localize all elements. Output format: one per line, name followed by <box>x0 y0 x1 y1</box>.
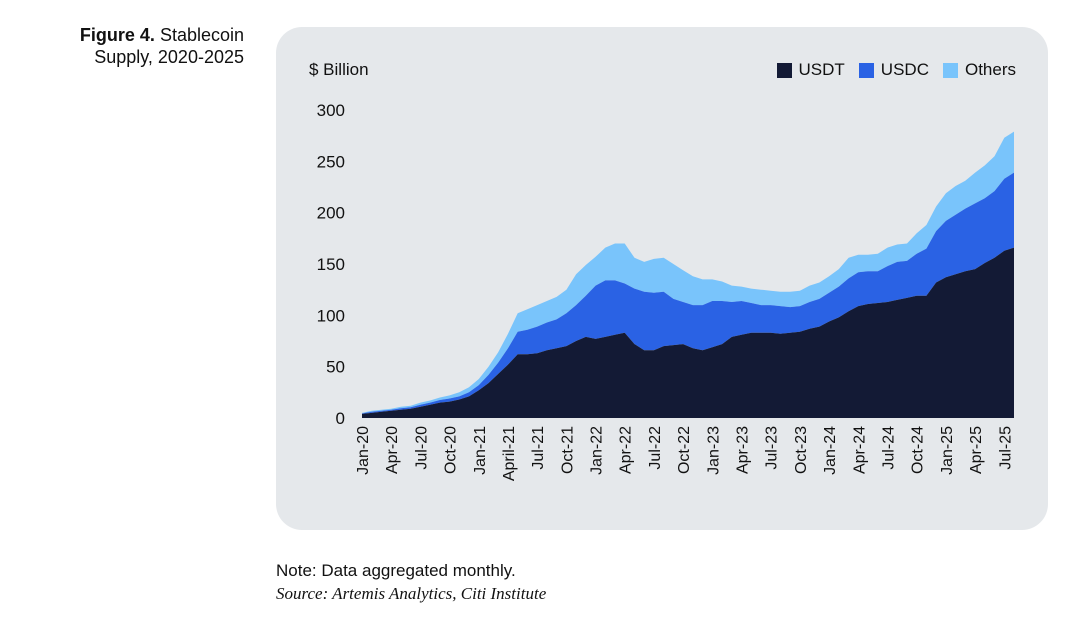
area-series-usdc <box>362 172 1014 414</box>
area-series-usdt <box>362 247 1014 418</box>
legend-swatch-others <box>942 62 958 78</box>
legend-swatch-usdc <box>858 62 874 78</box>
y-tick-label: 0 <box>336 409 345 428</box>
y-tick-label: 200 <box>317 204 345 223</box>
legend-label-others: Others <box>964 60 1016 79</box>
x-tick-label: Jul-23 <box>764 426 781 470</box>
legend-label-usdt: USDT <box>798 60 845 79</box>
y-tick-label: 250 <box>317 152 345 171</box>
y-tick-label: 50 <box>326 358 345 377</box>
legend-item-usdc: USDC <box>858 60 929 80</box>
y-tick-label: 300 <box>317 101 345 120</box>
figure-title-text: Stablecoin Supply, 2020-2025 <box>94 25 244 67</box>
chart-legend: USDT USDC Others <box>763 60 1016 80</box>
figure-title: Figure 4. Stablecoin Supply, 2020-2025 <box>22 24 244 68</box>
x-tick-label: Apr-24 <box>851 426 868 474</box>
legend-item-others: Others <box>942 60 1016 80</box>
x-tick-label: Apr-23 <box>735 426 752 474</box>
x-tick-label: Oct-20 <box>443 426 460 474</box>
stacked-area-chart: 0 50 100 150 200 250 300 Jan-20 Apr-20 Jul-20 Oct-… <box>317 101 1015 481</box>
x-tick-label: Oct-23 <box>793 426 810 474</box>
x-tick-label: Apr-22 <box>618 426 635 474</box>
x-tick-label: Jul-22 <box>647 426 664 470</box>
y-axis-unit-label: $ Billion <box>309 60 369 79</box>
x-tick-label: Apr-20 <box>384 426 401 474</box>
x-tick-label: Jul-24 <box>880 426 897 470</box>
x-tick-label: Oct-22 <box>676 426 693 474</box>
x-tick-label: Jan-23 <box>705 426 722 475</box>
legend-item-usdt: USDT <box>776 60 845 80</box>
figure-number: Figure 4. <box>79 25 155 45</box>
x-tick-label: Jan-22 <box>589 426 606 475</box>
x-tick-label: Jan-21 <box>472 426 489 475</box>
x-tick-label: April-21 <box>501 426 518 481</box>
x-tick-label: Jul-25 <box>997 426 1014 470</box>
y-tick-label: 100 <box>317 306 345 325</box>
chart-panel: 0 50 100 150 200 250 300 Jan-20 Apr-20 Jul-20 Oct-… <box>276 27 1048 530</box>
x-tick-label: Oct-21 <box>559 426 576 474</box>
x-tick-label: Jul-21 <box>530 426 547 470</box>
x-tick-label: Jan-25 <box>939 426 956 475</box>
x-tick-label: Jan-24 <box>822 426 839 475</box>
x-tick-label: Oct-24 <box>910 426 927 474</box>
legend-label-usdc: USDC <box>880 60 929 79</box>
x-tick-label: Jan-20 <box>355 426 372 475</box>
x-tick-label: Apr-25 <box>968 426 985 474</box>
chart-source: Source: Artemis Analytics, Citi Institut… <box>276 584 547 603</box>
chart-note: Note: Data aggregated monthly. <box>276 561 516 580</box>
y-tick-label: 150 <box>317 255 345 274</box>
x-tick-label: Jul-20 <box>413 426 430 470</box>
legend-swatch-usdt <box>776 62 792 78</box>
